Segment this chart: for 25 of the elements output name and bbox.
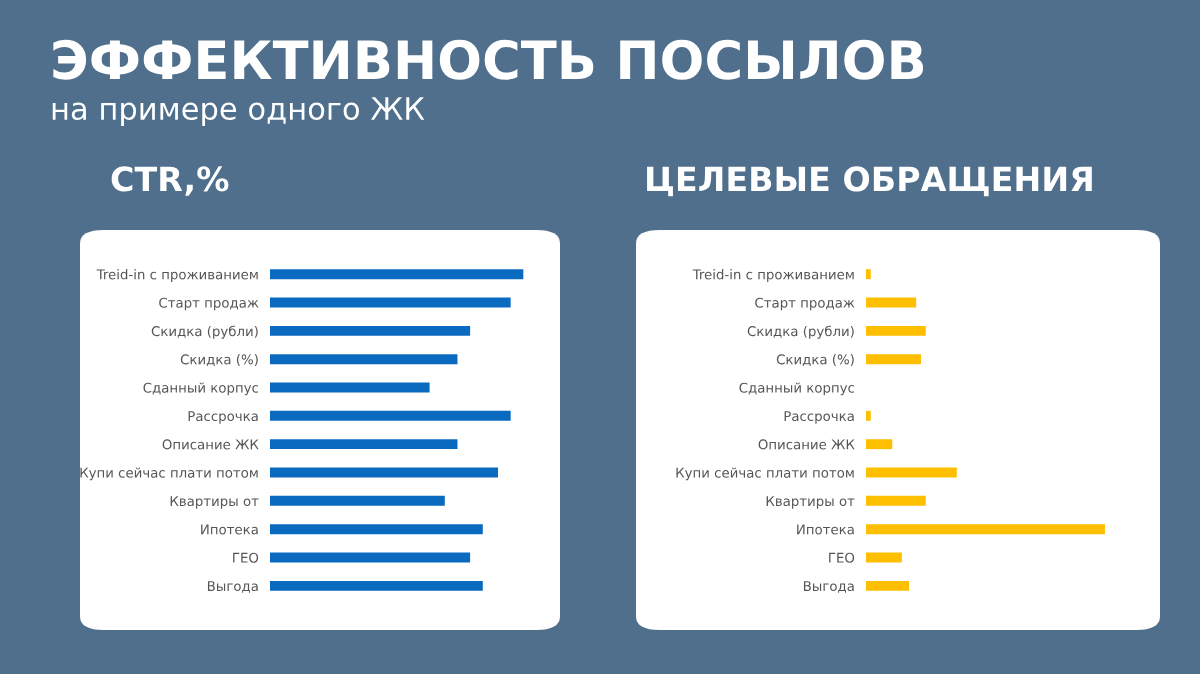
bar — [270, 382, 430, 393]
bar — [270, 410, 511, 421]
bar — [270, 524, 483, 535]
bar — [866, 325, 926, 336]
bar — [270, 467, 498, 478]
bar — [270, 325, 471, 336]
bar — [270, 495, 445, 506]
bar — [866, 439, 893, 450]
bar — [270, 552, 471, 563]
bar — [866, 354, 921, 365]
text: на примере одного ЖК — [52, 97, 425, 126]
bar — [270, 439, 458, 450]
bar — [270, 297, 511, 308]
text: ЭФФЕКТИВНОСТЬ ПОСЫЛОВ — [53, 39, 924, 80]
bar — [866, 467, 957, 478]
bar — [866, 524, 1105, 535]
bar — [866, 495, 926, 506]
bar — [270, 269, 524, 280]
bar — [866, 580, 910, 591]
chart-title: ЦЕЛЕВЫЕ ОБРАЩЕНИЯ — [647, 166, 1092, 197]
bar — [866, 552, 902, 563]
bar — [866, 297, 917, 308]
bar — [270, 580, 483, 591]
chart-title: CTR,% — [111, 166, 229, 196]
bar — [270, 354, 458, 365]
